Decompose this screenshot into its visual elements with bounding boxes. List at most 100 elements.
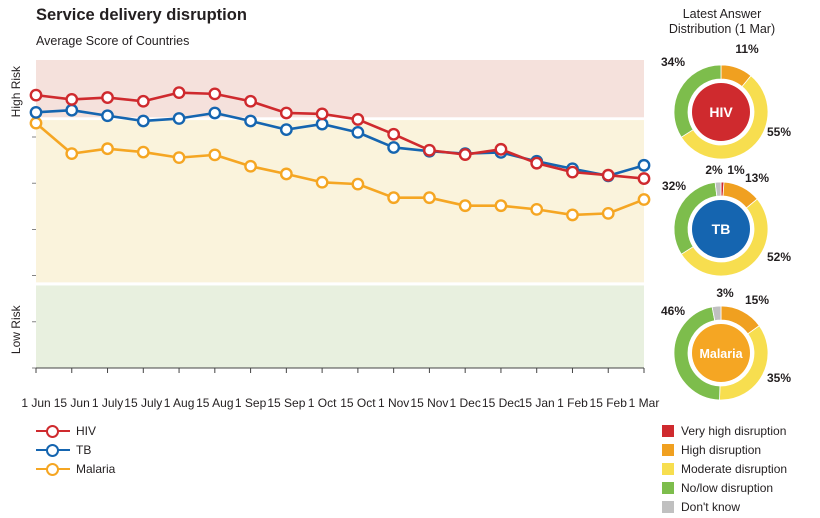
data-point-hiv (566, 165, 579, 179)
data-point-hiv (458, 148, 472, 161)
donut-center-label: TB (712, 221, 731, 237)
data-point-hiv (172, 86, 186, 100)
donut-data-label: 2% (705, 163, 723, 177)
donut-data-label: 13% (745, 171, 769, 185)
donut-title-line-2: Distribution (1 Mar) (668, 22, 776, 36)
donut-center-tb (692, 200, 750, 258)
data-point-malaria (387, 191, 401, 205)
legend-item-very-high-disruption: Very high disruption (662, 421, 787, 440)
series-malaria (29, 116, 651, 222)
data-point-tb (351, 125, 365, 139)
x-tick-label: 1 Jun (21, 396, 50, 410)
risk-band-medium (36, 120, 644, 283)
legend-item-malaria: Malaria (36, 459, 115, 478)
data-point-malaria (637, 193, 651, 206)
x-tick-label: 1 Dec (449, 396, 480, 410)
line-legend: HIV TB Malaria (36, 421, 115, 478)
data-point-malaria (208, 148, 222, 162)
legend-label: TB (76, 442, 92, 457)
donut-slice-moderate-disruption (680, 75, 769, 160)
series-hiv (29, 86, 651, 185)
legend-label: Very high disruption (681, 423, 787, 438)
donut-center-malaria (692, 324, 750, 382)
x-tick-label: 15 Feb (590, 396, 628, 410)
x-tick-label: 15 Dec (482, 396, 520, 410)
legend-item-hiv: HIV (36, 421, 115, 440)
x-tick-label: 15 Jan (519, 396, 555, 410)
data-point-hiv (29, 88, 43, 102)
data-point-hiv (244, 94, 257, 108)
x-tick-label: 15 July (124, 396, 162, 410)
legend-swatch (662, 424, 674, 437)
legend-label: Moderate disruption (681, 461, 788, 476)
x-tick-label: 15 Nov (410, 396, 448, 410)
legend-item-don-t-know: Don't know (662, 497, 787, 516)
data-point-hiv (315, 107, 329, 121)
data-point-tb (637, 158, 651, 172)
donut-center-label: Malaria (699, 347, 743, 361)
risk-band-high-risk (36, 60, 644, 118)
x-tick-label: 1 Sep (235, 396, 267, 410)
data-point-tb (29, 105, 43, 119)
x-tick-label: 15 Aug (196, 396, 233, 410)
data-point-hiv (208, 87, 222, 101)
chart-subtitle: Average Score of Countries (36, 34, 190, 48)
donut-data-label: 11% (735, 42, 759, 56)
data-point-malaria (101, 142, 114, 156)
x-tick-label: 1 Feb (557, 396, 588, 410)
x-tick-label: 1 Oct (308, 396, 337, 410)
donut-center-label: HIV (709, 104, 733, 120)
donut-center-hiv (692, 83, 750, 141)
data-point-tb (136, 114, 150, 128)
donut-title-line-1: Latest Answer (682, 7, 762, 21)
donut-data-label: 55% (767, 125, 791, 139)
data-point-malaria (315, 175, 329, 189)
category-legend: Very high disruption High disruption Moder… (662, 421, 787, 516)
donut-data-label: 52% (767, 250, 791, 264)
donut-data-label: 1% (727, 163, 745, 177)
data-point-hiv (423, 143, 436, 157)
legend-line-marker (36, 462, 70, 476)
x-tick-label: 15 Jun (54, 396, 90, 410)
legend-item-high-disruption: High disruption (662, 440, 787, 459)
x-tick-label: 1 July (92, 396, 123, 410)
data-point-malaria (566, 208, 579, 222)
legend-line-marker (36, 443, 70, 457)
x-tick-label: 15 Sep (267, 396, 305, 410)
legend-swatch (662, 462, 674, 475)
legend-item-no-low-disruption: No/low disruption (662, 478, 787, 497)
data-point-malaria (65, 147, 79, 161)
data-point-malaria (601, 206, 615, 220)
data-point-tb (65, 103, 79, 117)
data-point-hiv (65, 93, 79, 106)
data-point-malaria (530, 202, 544, 216)
donut-data-label: 34% (661, 55, 685, 69)
data-point-tb (315, 117, 329, 131)
data-point-hiv (601, 168, 615, 182)
y-label-high-risk: High Risk (9, 65, 23, 117)
data-point-hiv (530, 156, 544, 170)
data-point-malaria (136, 145, 150, 159)
donut-panel-title: Latest Answer Distribution (1 Mar) (648, 7, 796, 37)
legend-item-tb: TB (36, 440, 115, 459)
donut-data-label: 15% (745, 293, 769, 307)
data-point-tb (279, 123, 293, 137)
donut-slice-dont-know (711, 305, 722, 322)
data-point-hiv (637, 172, 651, 185)
donut-slice-dont-know (714, 181, 722, 197)
y-label-low-risk: Low Risk (9, 304, 23, 354)
data-point-tb (208, 106, 222, 120)
donut-hiv: HIV 11% 55% 34% (661, 42, 791, 160)
data-point-tb (101, 109, 114, 123)
legend-label: Don't know (681, 499, 740, 514)
data-point-malaria (423, 191, 436, 205)
legend-swatch (662, 481, 674, 494)
legend-swatch (662, 443, 674, 456)
data-point-tb (172, 112, 186, 125)
data-point-hiv (387, 127, 401, 141)
donut-malaria: Malaria 15% 35% 46% 3% (661, 286, 791, 401)
data-point-malaria (458, 199, 472, 213)
data-point-malaria (29, 116, 43, 130)
data-point-malaria (279, 167, 293, 181)
